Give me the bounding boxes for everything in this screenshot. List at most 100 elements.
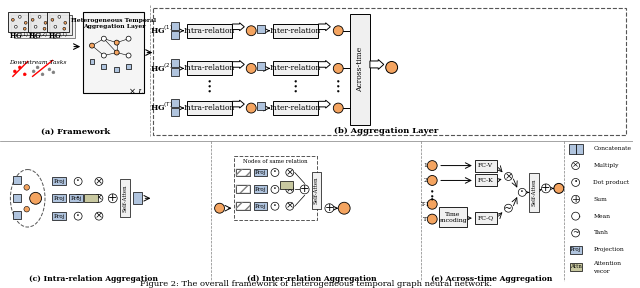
Text: ·: · (76, 192, 80, 205)
Circle shape (518, 188, 526, 196)
FancyBboxPatch shape (273, 61, 319, 75)
FancyBboxPatch shape (280, 181, 292, 190)
Text: 1: 1 (423, 163, 428, 168)
Text: Attn: Attn (570, 264, 582, 269)
Polygon shape (232, 23, 244, 31)
FancyBboxPatch shape (570, 246, 582, 254)
FancyBboxPatch shape (28, 12, 49, 32)
Circle shape (431, 190, 433, 192)
Text: Projection: Projection (593, 247, 624, 252)
FancyBboxPatch shape (34, 18, 56, 38)
FancyBboxPatch shape (475, 175, 497, 186)
Circle shape (126, 53, 131, 58)
Circle shape (90, 43, 95, 48)
FancyBboxPatch shape (83, 12, 145, 93)
Circle shape (209, 85, 211, 87)
Circle shape (58, 16, 61, 18)
Circle shape (24, 206, 29, 212)
Text: ·: · (273, 166, 277, 179)
Text: FC-K: FC-K (477, 178, 493, 183)
Polygon shape (232, 100, 244, 108)
FancyBboxPatch shape (254, 202, 267, 210)
Text: Proj: Proj (255, 170, 266, 175)
Circle shape (572, 162, 580, 170)
Circle shape (286, 202, 294, 210)
FancyBboxPatch shape (236, 168, 250, 177)
Circle shape (95, 177, 103, 185)
Circle shape (74, 194, 82, 202)
Circle shape (19, 66, 21, 69)
Text: Dot product: Dot product (593, 180, 630, 185)
Text: ~: ~ (572, 229, 579, 237)
Text: ×: × (285, 202, 294, 211)
Circle shape (572, 195, 580, 203)
Circle shape (504, 204, 513, 212)
Circle shape (246, 103, 256, 113)
Circle shape (333, 26, 343, 36)
FancyBboxPatch shape (575, 144, 582, 154)
Text: Inter-relation: Inter-relation (270, 104, 321, 112)
Text: Proj: Proj (54, 179, 65, 184)
FancyBboxPatch shape (236, 185, 250, 193)
Circle shape (44, 21, 47, 24)
Text: Attn: Attn (280, 183, 292, 188)
Text: ·: · (273, 200, 277, 213)
FancyBboxPatch shape (126, 64, 131, 69)
Circle shape (12, 18, 14, 21)
Circle shape (337, 85, 339, 87)
Circle shape (74, 212, 82, 220)
Circle shape (554, 183, 564, 193)
Text: Heterogeneous Temporal: Heterogeneous Temporal (71, 18, 156, 23)
Circle shape (209, 90, 211, 92)
Circle shape (95, 194, 103, 202)
Circle shape (74, 177, 82, 185)
FancyBboxPatch shape (254, 168, 267, 177)
Circle shape (428, 175, 437, 185)
FancyBboxPatch shape (312, 172, 321, 209)
FancyBboxPatch shape (13, 211, 20, 219)
Circle shape (38, 16, 41, 18)
Circle shape (24, 185, 29, 190)
Text: HG$^{(1)}$: HG$^{(1)}$ (9, 31, 29, 42)
FancyBboxPatch shape (475, 212, 497, 224)
FancyBboxPatch shape (570, 263, 582, 271)
Text: (e) Across-time Aggregation: (e) Across-time Aggregation (431, 274, 552, 283)
Text: Inter-relation: Inter-relation (270, 27, 321, 35)
Text: HG$^{(2)}$: HG$^{(2)}$ (150, 61, 173, 74)
Circle shape (101, 53, 106, 58)
Text: Intra-relation: Intra-relation (184, 104, 236, 112)
Text: +: + (572, 195, 580, 204)
Text: Attention: Attention (593, 261, 621, 266)
Circle shape (114, 40, 119, 45)
Circle shape (428, 199, 437, 209)
FancyBboxPatch shape (171, 69, 179, 76)
Text: ×: × (95, 177, 103, 186)
FancyBboxPatch shape (187, 101, 232, 115)
Circle shape (295, 85, 296, 87)
Text: +: + (541, 183, 550, 193)
FancyBboxPatch shape (53, 18, 75, 38)
Text: ·: · (273, 183, 277, 196)
Text: ×: × (504, 172, 513, 181)
Text: Tanh: Tanh (593, 230, 608, 236)
Text: Proj: Proj (255, 187, 266, 192)
Circle shape (428, 214, 437, 224)
FancyBboxPatch shape (350, 14, 370, 125)
Text: 2: 2 (423, 178, 428, 183)
Text: T: T (423, 217, 428, 221)
Circle shape (333, 103, 343, 113)
FancyBboxPatch shape (13, 194, 20, 202)
Text: +: + (300, 184, 309, 194)
FancyBboxPatch shape (236, 202, 250, 210)
Text: HG$^{(T)}$: HG$^{(T)}$ (49, 31, 68, 42)
Circle shape (19, 16, 21, 18)
Text: Intra-relation: Intra-relation (184, 65, 236, 72)
FancyBboxPatch shape (13, 177, 20, 184)
Text: Self-Atten: Self-Atten (314, 177, 319, 204)
Circle shape (101, 36, 106, 41)
Circle shape (541, 184, 550, 193)
Circle shape (43, 27, 46, 30)
Circle shape (51, 18, 54, 21)
Text: Nodes of same relation: Nodes of same relation (243, 159, 307, 164)
Circle shape (246, 26, 256, 36)
